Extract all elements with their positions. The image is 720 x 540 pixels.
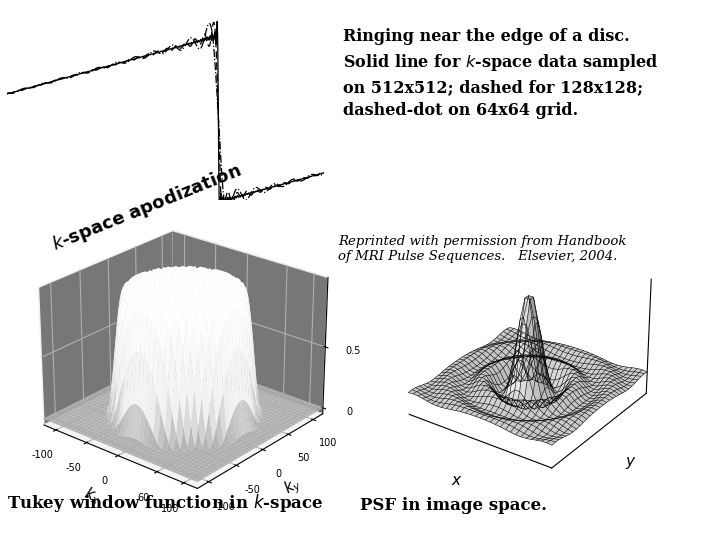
X-axis label: $k_x$: $k_x$ [81,484,104,508]
Y-axis label: $y$: $y$ [626,455,637,471]
X-axis label: $x$: $x$ [451,472,462,488]
Text: Tukey window function in $k$-space: Tukey window function in $k$-space [7,492,323,514]
Text: Reprinted with permission from Handbook
of MRI Pulse Sequences.   Elsevier, 2004: Reprinted with permission from Handbook … [338,235,627,263]
Y-axis label: $k_y$: $k_y$ [280,474,305,500]
Text: PSF in image space.: PSF in image space. [360,497,547,514]
Text: Ringing near the edge of a disc.
Solid line for $k$-space data sampled
on 512x51: Ringing near the edge of a disc. Solid l… [343,28,658,118]
Text: $k$-space apodization: $k$-space apodization [48,160,244,256]
